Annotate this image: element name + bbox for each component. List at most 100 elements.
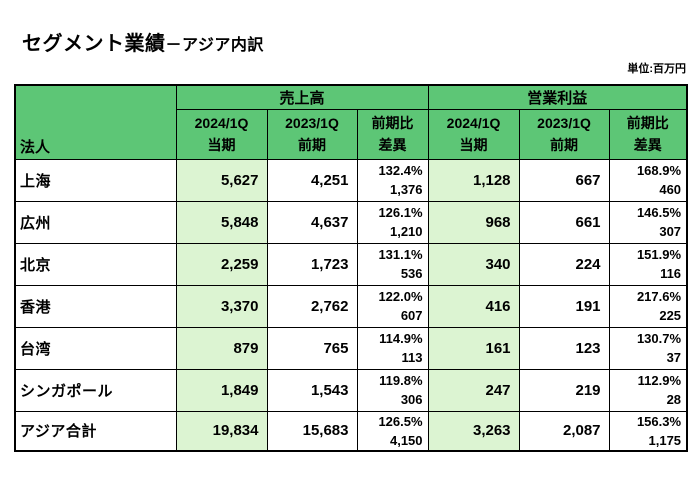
cell-sales-current: 5,627: [175, 158, 268, 202]
cell-profit-ratio-diff: 151.9% 116: [608, 242, 688, 286]
col-header-sales-ratio-diff: 前期比 差異: [356, 108, 429, 160]
cell-sales-ratio-diff: 131.1% 536: [356, 242, 429, 286]
row-label: 北京: [14, 242, 177, 286]
cell-profit-current: 247: [427, 368, 520, 412]
ratio-percent: 132.4%: [378, 163, 423, 178]
cell-profit-ratio-diff: 112.9% 28: [608, 368, 688, 412]
table-row-beijing: 北京 2,259 1,723 131.1% 536 340 224 151.9% 1…: [14, 242, 688, 286]
col-header-line2: 当期: [207, 137, 236, 153]
segment-results-table: 法人 売上高 営業利益 2024/1Q 当期 2023/1Q 前期 前期比 差異 20…: [14, 84, 689, 452]
cell-profit-prior: 191: [518, 284, 610, 328]
table-row-taiwan: 台湾 879 765 114.9% 113 161 123 130.7% 37: [14, 326, 688, 370]
cell-sales-ratio-diff: 122.0% 607: [356, 284, 429, 328]
ratio-diff: 1,376: [389, 182, 423, 197]
cell-profit-prior: 667: [518, 158, 610, 202]
page-title-sub: －アジア内訳: [165, 37, 264, 54]
col-header-line2: 前期: [550, 137, 579, 153]
col-header-line1: 2023/1Q: [285, 115, 339, 131]
cell-sales-current: 1,849: [175, 368, 268, 412]
table-row-shanghai: 上海 5,627 4,251 132.4% 1,376 1,128 667 168…: [14, 158, 688, 202]
ratio-diff: 460: [659, 182, 682, 197]
ratio-diff: 1,210: [389, 224, 423, 239]
ratio-percent: 146.5%: [636, 205, 682, 220]
page-title: セグメント業績－アジア内訳: [22, 27, 264, 56]
cell-sales-prior: 2,762: [266, 284, 358, 328]
col-header-sales-current: 2024/1Q 当期: [175, 108, 268, 160]
row-label: 広州: [14, 200, 177, 244]
cell-sales-prior: 4,637: [266, 200, 358, 244]
ratio-diff: 225: [659, 308, 682, 323]
col-header-line1: 2024/1Q: [194, 115, 249, 131]
ratio-diff: 1,175: [648, 432, 682, 448]
col-header-line2: 当期: [459, 137, 488, 153]
cell-sales-current: 19,834: [175, 410, 268, 452]
cell-profit-current: 968: [427, 200, 520, 244]
ratio-percent: 131.1%: [378, 247, 423, 262]
cell-profit-current: 340: [427, 242, 520, 286]
cell-sales-prior: 15,683: [266, 410, 358, 452]
cell-profit-prior: 219: [518, 368, 610, 412]
cell-sales-prior: 1,723: [266, 242, 358, 286]
ratio-diff: 607: [400, 308, 423, 323]
cell-sales-ratio-diff: 126.5% 4,150: [356, 410, 429, 452]
ratio-diff: 37: [666, 350, 682, 365]
cell-sales-current: 5,848: [175, 200, 268, 244]
column-header-row: 2024/1Q 当期 2023/1Q 前期 前期比 差異 2024/1Q 当期 2023…: [15, 108, 688, 160]
col-header-line1: 2024/1Q: [446, 115, 501, 131]
row-label: アジア合計: [14, 410, 177, 452]
ratio-diff: 307: [659, 224, 682, 239]
cell-sales-prior: 4,251: [266, 158, 358, 202]
cell-sales-ratio-diff: 126.1% 1,210: [356, 200, 429, 244]
col-header-line1: 2023/1Q: [537, 115, 591, 131]
ratio-diff: 28: [666, 392, 682, 407]
cell-sales-ratio-diff: 119.8% 306: [356, 368, 429, 412]
cell-sales-current: 879: [175, 326, 268, 370]
ratio-diff: 306: [400, 392, 423, 407]
cell-profit-prior: 123: [518, 326, 610, 370]
row-label: 台湾: [14, 326, 177, 370]
col-header-sales-prior: 2023/1Q 前期: [266, 108, 358, 160]
col-header-profit-current: 2024/1Q 当期: [427, 108, 520, 160]
col-header-line2: 差異: [378, 137, 407, 153]
ratio-diff: 536: [400, 266, 423, 281]
ratio-percent: 130.7%: [636, 331, 682, 346]
cell-profit-current: 416: [427, 284, 520, 328]
cell-profit-current: 161: [427, 326, 520, 370]
ratio-diff: 4,150: [389, 432, 423, 448]
cell-profit-current: 3,263: [427, 410, 520, 452]
ratio-percent: 126.1%: [378, 205, 423, 220]
ratio-percent: 112.9%: [637, 373, 682, 388]
row-label: 香港: [14, 284, 177, 328]
cell-profit-ratio-diff: 156.3% 1,175: [608, 410, 688, 452]
cell-profit-prior: 661: [518, 200, 610, 244]
page-title-main: セグメント業績: [22, 33, 166, 55]
col-header-line2: 前期: [298, 137, 326, 153]
group-header-row: 法人 売上高 営業利益: [14, 84, 688, 160]
ratio-percent: 119.8%: [379, 373, 423, 388]
cell-profit-prior: 2,087: [518, 410, 610, 452]
cell-sales-current: 2,259: [175, 242, 268, 286]
unit-label: 単位:百万円: [627, 63, 686, 75]
ratio-percent: 168.9%: [636, 163, 682, 178]
group-header-sales: 売上高: [175, 84, 429, 110]
ratio-percent: 217.6%: [636, 289, 682, 304]
cell-profit-prior: 224: [518, 242, 610, 286]
cell-profit-current: 1,128: [427, 158, 520, 202]
group-header-operating-profit: 営業利益: [427, 84, 688, 110]
cell-profit-ratio-diff: 168.9% 460: [608, 158, 688, 202]
cell-profit-ratio-diff: 130.7% 37: [608, 326, 688, 370]
row-label: 上海: [14, 158, 177, 202]
ratio-percent: 114.9%: [379, 331, 423, 346]
ratio-diff: 113: [401, 350, 423, 365]
corner-header-houjin: 法人: [14, 84, 177, 160]
ratio-percent: 122.0%: [378, 289, 423, 304]
cell-sales-prior: 765: [266, 326, 358, 370]
col-header-line1: 前期比: [371, 115, 414, 131]
cell-sales-ratio-diff: 132.4% 1,376: [356, 158, 429, 202]
table-row-hongkong: 香港 3,370 2,762 122.0% 607 416 191 217.6% 2…: [14, 284, 688, 328]
ratio-percent: 151.9%: [636, 247, 682, 262]
cell-profit-ratio-diff: 217.6% 225: [608, 284, 688, 328]
col-header-line1: 前期比: [626, 115, 669, 131]
col-header-profit-ratio-diff: 前期比 差異: [608, 108, 688, 160]
table-row-singapore: シンガポール 1,849 1,543 119.8% 306 247 219 112…: [14, 368, 688, 412]
